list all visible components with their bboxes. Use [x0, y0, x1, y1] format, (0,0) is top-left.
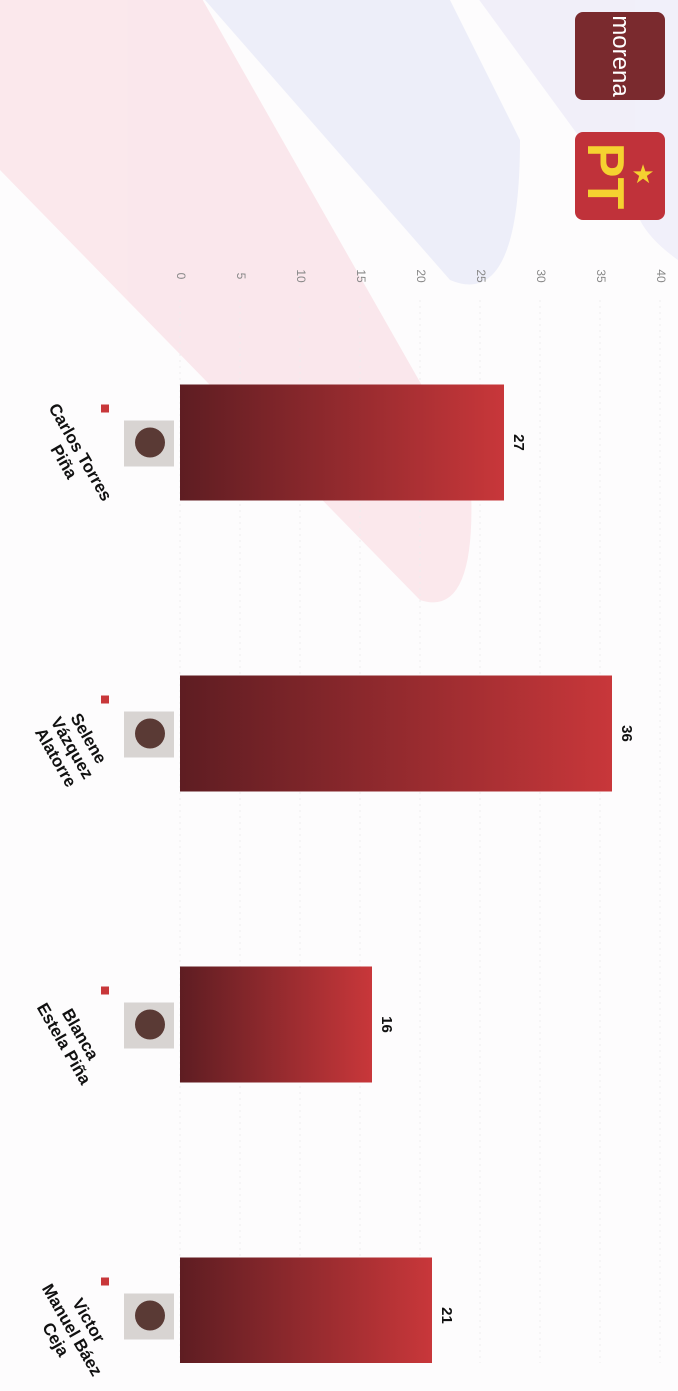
x-tick-label: 15: [354, 269, 368, 283]
bar: [180, 384, 504, 501]
x-tick-label: 0: [174, 273, 188, 280]
photo-face: [135, 1009, 165, 1040]
photo-face: [135, 718, 165, 749]
morena-logo: [575, 12, 665, 100]
x-tick-label: 25: [474, 269, 488, 283]
svg-text:★: ★: [631, 159, 654, 189]
legend-marker: [101, 1277, 109, 1286]
x-tick-label: 35: [594, 269, 608, 283]
bar: [180, 966, 372, 1083]
legend-marker: [101, 695, 109, 704]
x-tick-label: 30: [534, 269, 548, 283]
bar: [180, 675, 612, 792]
logo-text: morena: [607, 15, 634, 97]
chart: ★ 0 5 10 15 20 25 30 35 40 27 36 16 21: [0, 0, 678, 1363]
legend-marker: [101, 986, 109, 995]
value-label: 21: [438, 1307, 455, 1324]
value-label: 27: [510, 434, 527, 451]
x-tick-label: 5: [234, 273, 248, 280]
value-label: 36: [618, 725, 635, 742]
logo-text: PT: [576, 142, 634, 210]
photo-face: [135, 427, 165, 458]
value-label: 16: [378, 1016, 395, 1033]
x-tick-label: 40: [654, 269, 668, 283]
legend-marker: [101, 404, 109, 413]
pt-logo: ★: [575, 132, 665, 220]
photo-face: [135, 1300, 165, 1331]
x-tick-label: 10: [294, 269, 308, 283]
x-tick-label: 20: [414, 269, 428, 283]
bar: [180, 1257, 432, 1363]
